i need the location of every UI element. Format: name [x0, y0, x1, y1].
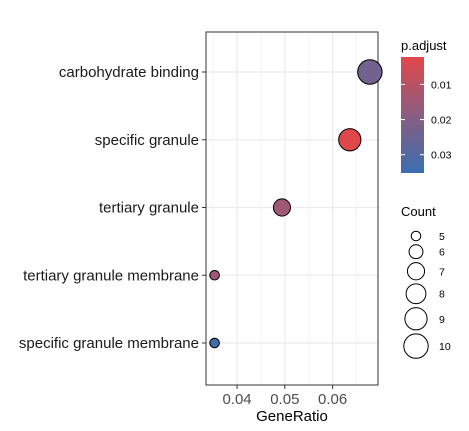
colorbar-tick-label: 0.01 [431, 79, 452, 91]
size-legend-label: 8 [439, 289, 445, 301]
grid-minor-lines [212, 32, 357, 385]
size-legend-label: 9 [439, 314, 445, 326]
y-tick-label: specific granule [95, 132, 199, 149]
x-tick-label: 0.05 [270, 391, 299, 408]
data-point [209, 337, 220, 349]
size-legend-circle [405, 283, 427, 305]
data-point [209, 269, 220, 281]
y-axis: carbohydrate binding specific granule tert… [19, 64, 206, 352]
data-point [338, 128, 362, 152]
size-legend-circle [408, 244, 424, 260]
color-legend: p.adjust 0.01 0.02 0.03 [401, 38, 452, 173]
size-legend-title: Count [401, 204, 436, 219]
size-legend-label: 7 [439, 266, 445, 278]
size-legend-circle [406, 262, 426, 281]
y-tick-label: tertiary granule [99, 200, 199, 217]
plot-panel-border [205, 31, 379, 386]
colorbar-tick-label: 0.03 [431, 150, 452, 162]
y-tick-label: tertiary granule membrane [23, 267, 199, 284]
size-legend-circle [410, 230, 422, 242]
x-axis: 0.04 0.05 0.06 [222, 385, 347, 408]
data-point [272, 198, 292, 217]
data-point [357, 59, 383, 85]
colorbar-ticks: 0.01 0.02 0.03 [401, 79, 452, 162]
size-legend-label: 5 [439, 231, 445, 243]
y-tick-label: specific granule membrane [19, 335, 199, 352]
data-points [209, 59, 383, 349]
size-legend: Count 5 6 7 8 9 10 [401, 204, 451, 359]
grid-major-lines [206, 32, 378, 385]
size-legend-circle [404, 307, 428, 331]
colorbar-tick-label: 0.02 [431, 115, 452, 127]
size-legend-label: 6 [439, 247, 445, 259]
colorbar [401, 57, 424, 173]
y-tick-label: carbohydrate binding [59, 64, 199, 81]
size-legend-label: 10 [439, 341, 451, 353]
size-legend-items: 5 6 7 8 9 10 [403, 230, 451, 359]
color-legend-title: p.adjust [401, 38, 447, 53]
x-axis-title: GeneRatio [256, 408, 328, 425]
x-tick-label: 0.06 [318, 391, 347, 408]
x-tick-label: 0.04 [222, 391, 251, 408]
size-legend-circle [403, 333, 429, 359]
